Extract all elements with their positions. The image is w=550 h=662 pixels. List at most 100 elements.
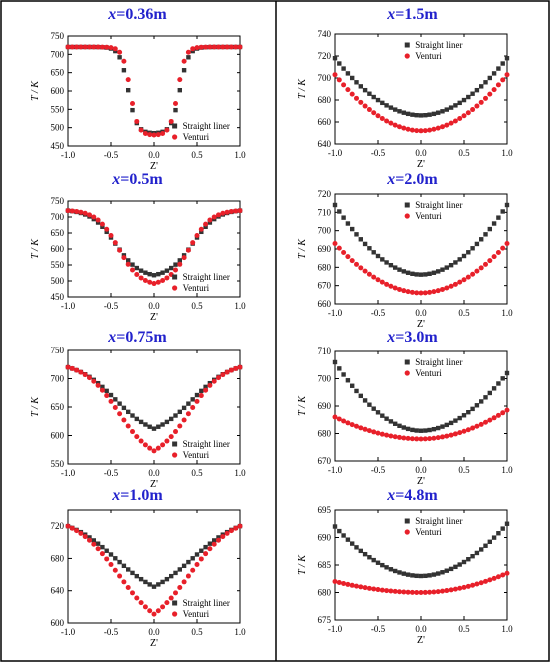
venturi-point — [366, 585, 372, 591]
venturi-point — [345, 87, 351, 93]
straight-liner-point — [151, 273, 157, 278]
venturi-point — [366, 107, 372, 113]
straight-liner-point — [397, 570, 402, 575]
straight-liner-point — [100, 224, 105, 229]
chart-panel-4: -1.0 -0.5 0.0 0.5 1.0 600 640 680 720 Z' Straight … — [51, 509, 246, 649]
straight-liner-point — [457, 100, 462, 106]
legend-marker-straight — [172, 274, 178, 280]
x-tick-label: 1.0 — [501, 624, 513, 634]
venturi-point — [431, 289, 437, 295]
venturi-point — [362, 585, 368, 591]
y-tick-label: 700 — [318, 374, 332, 384]
venturi-point — [104, 44, 110, 50]
straight-liner-point — [504, 521, 510, 526]
venturi-point — [155, 132, 161, 138]
venturi-point — [336, 245, 342, 251]
straight-liner-point — [147, 582, 152, 587]
venturi-point — [207, 217, 213, 223]
venturi-point — [452, 586, 458, 592]
straight-liner-point — [401, 425, 406, 430]
straight-liner-point — [95, 541, 101, 546]
straight-liner-point — [448, 420, 454, 426]
venturi-point — [173, 267, 178, 273]
venturi-point — [401, 589, 407, 595]
venturi-point — [470, 582, 476, 588]
venturi-point — [470, 107, 476, 113]
y-tick-label: 690 — [318, 401, 332, 411]
y-tick-label: 710 — [318, 207, 332, 217]
y-tick-label: 450 — [51, 141, 65, 151]
venturi-point — [147, 132, 153, 138]
straight-liner-point — [345, 221, 351, 226]
venturi-point — [177, 423, 183, 429]
venturi-point — [237, 208, 243, 214]
straight-liner-point — [448, 566, 454, 572]
straight-liner-point — [483, 543, 488, 548]
venturi-point — [341, 418, 347, 424]
x-tick-label: -0.5 — [104, 468, 119, 478]
venturi-point — [91, 541, 97, 547]
straight-liner-point — [164, 576, 170, 582]
straight-liner-point — [169, 416, 174, 422]
straight-liner-point — [350, 541, 355, 546]
straight-liner-point — [414, 113, 419, 118]
venturi-point — [461, 584, 467, 590]
straight-liner-point — [388, 105, 394, 110]
straight-liner-point — [401, 269, 406, 274]
legend-marker-venturi — [404, 370, 410, 376]
straight-liner-point — [117, 559, 122, 565]
venturi-point — [491, 254, 497, 260]
x-tick-label: -0.5 — [104, 627, 119, 637]
venturi-point — [379, 279, 385, 285]
venturi-point — [108, 233, 114, 239]
venturi-point — [349, 422, 355, 428]
straight-liner-point — [117, 55, 122, 60]
venturi-point — [405, 126, 411, 132]
venturi-point — [220, 44, 226, 50]
venturi-point — [366, 428, 372, 434]
venturi-point — [487, 417, 493, 423]
venturi-point — [164, 275, 170, 281]
straight-liner-point — [199, 548, 204, 553]
straight-liner-point — [337, 209, 342, 214]
venturi-point — [147, 608, 153, 614]
venturi-point — [444, 433, 450, 439]
venturi-point — [397, 589, 402, 595]
venturi-point — [99, 551, 105, 557]
venturi-point — [82, 372, 88, 378]
straight-liner-point — [332, 56, 338, 61]
straight-liner-point — [500, 61, 505, 66]
straight-liner-point — [393, 107, 398, 112]
straight-liner-point — [177, 409, 182, 415]
venturi-point — [461, 277, 467, 283]
straight-liner-point — [397, 109, 402, 114]
legend-label-straight: Straight liner — [415, 200, 462, 210]
chart-panel-8: -1.0 -0.5 0.0 0.5 1.0 675 680 685 690 695 Z' T / K S… — [297, 505, 513, 646]
straight-liner-point — [483, 232, 488, 237]
y-tick-label: 750 — [51, 347, 65, 355]
y-tick-label: 600 — [51, 244, 65, 254]
straight-liner-point — [362, 87, 368, 93]
straight-liner-point — [375, 97, 381, 103]
venturi-point — [388, 433, 394, 439]
venturi-point — [500, 245, 506, 251]
venturi-point — [474, 581, 480, 587]
x-tick-label: -0.5 — [371, 148, 386, 158]
venturi-point — [375, 277, 381, 283]
straight-liner-point — [397, 423, 402, 429]
venturi-point — [345, 581, 351, 587]
straight-liner-point — [436, 571, 441, 576]
venturi-point — [358, 265, 364, 271]
venturi-point — [237, 364, 243, 370]
venturi-point — [112, 46, 118, 52]
straight-liner-point — [138, 268, 144, 273]
venturi-point — [354, 423, 359, 429]
venturi-point — [465, 274, 471, 280]
venturi-point — [336, 580, 342, 586]
venturi-point — [332, 579, 338, 584]
y-tick-label: 680 — [318, 429, 332, 439]
venturi-point — [237, 44, 243, 50]
venturi-point — [99, 44, 105, 50]
venturi-point — [504, 570, 510, 576]
straight-liner-point — [496, 215, 501, 220]
